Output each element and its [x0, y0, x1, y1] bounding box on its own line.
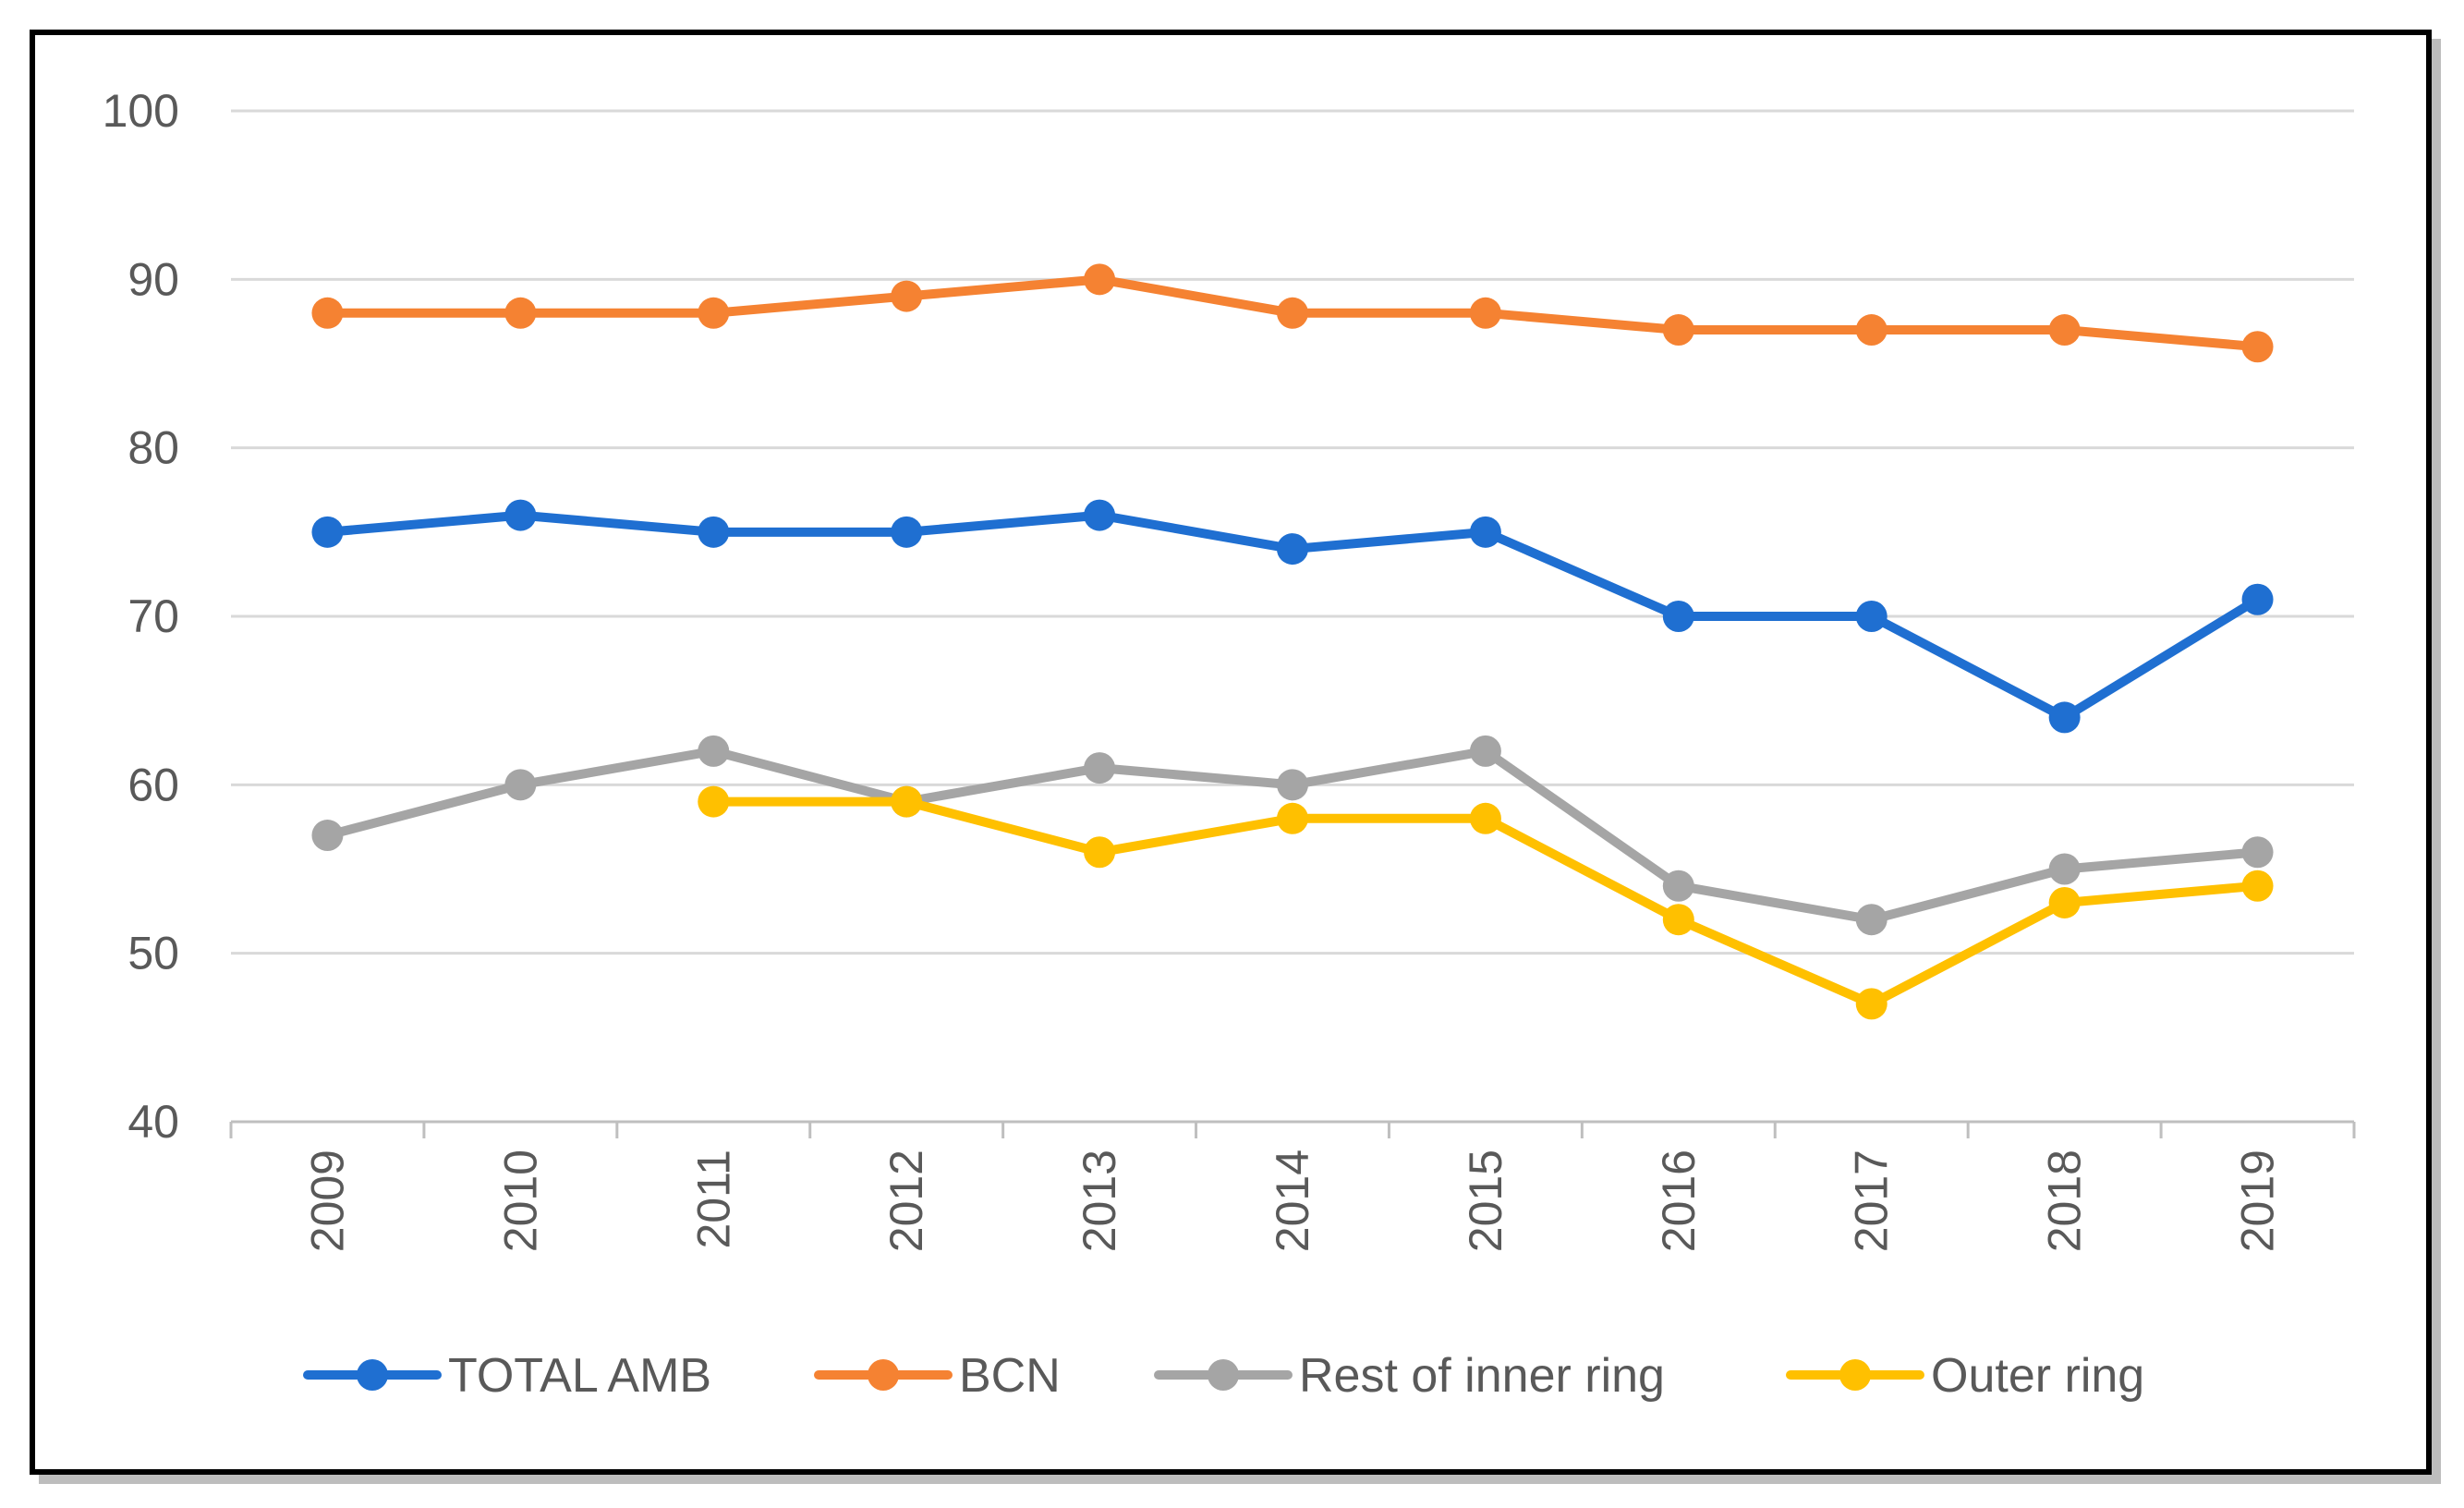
data-point-2019: [2241, 331, 2274, 363]
x-tick-label-2011: 2011: [687, 1149, 739, 1249]
data-point-2017: [1855, 904, 1887, 936]
data-point-2012: [891, 280, 923, 312]
x-axis: [229, 1120, 2356, 1138]
series-lines: [311, 263, 2274, 1020]
data-point-2016: [1662, 601, 1694, 632]
data-point-2014: [1277, 297, 1308, 329]
y-axis-tick-labels: 40 50 60 70 80 90 100: [103, 85, 179, 1148]
y-tick-label-50: 50: [127, 928, 179, 979]
data-point-2019: [2241, 583, 2274, 615]
legend-label: BCN: [959, 1349, 1061, 1403]
x-axis-tick-labels: 2009 2010 2011 2012 2013 2014 2015 2016 2017 2018…: [301, 1149, 2283, 1252]
y-tick-label-40: 40: [127, 1096, 179, 1148]
data-point-2018: [2048, 886, 2081, 918]
data-point-2017: [1855, 601, 1887, 632]
data-point-2010: [504, 297, 537, 329]
data-point-2013: [1084, 836, 1116, 869]
chart-frame: 40 50 60 70 80 90 100 2009 2010 2011 2012 2013 2014…: [30, 30, 2432, 1475]
legend: TOTAL AMB BCN Rest of inner ring Outer ring: [303, 1349, 2144, 1403]
data-point-2015: [1469, 297, 1501, 329]
data-point-2016: [1662, 870, 1694, 902]
series-outer-ring: [698, 785, 2274, 1020]
data-point-2009: [311, 297, 344, 329]
series-bcn: [311, 263, 2274, 363]
x-tick-label-2010: 2010: [494, 1149, 546, 1252]
legend-marker-swatch: [1839, 1359, 1871, 1391]
data-point-2011: [698, 735, 730, 767]
x-tick-label-2015: 2015: [1460, 1149, 1511, 1252]
x-tick-label-2019: 2019: [2232, 1149, 2284, 1252]
legend-marker-swatch: [357, 1359, 388, 1391]
data-point-2011: [698, 785, 730, 818]
data-point-2009: [311, 516, 344, 548]
series-total-amb: [311, 499, 2274, 734]
legend-label: TOTAL AMB: [448, 1349, 711, 1403]
data-point-2013: [1084, 752, 1116, 784]
gridlines: [231, 109, 2354, 955]
legend-item-rest-of-inner-ring: Rest of inner ring: [1154, 1349, 1665, 1403]
data-point-2015: [1469, 735, 1501, 767]
data-point-2010: [504, 769, 537, 801]
data-point-2014: [1277, 533, 1308, 566]
data-point-2017: [1855, 314, 1887, 347]
y-tick-label-80: 80: [127, 422, 179, 474]
y-tick-label-100: 100: [103, 85, 179, 137]
line-chart: 40 50 60 70 80 90 100 2009 2010 2011 2012 2013 2014…: [103, 85, 2356, 1403]
data-point-2019: [2241, 836, 2274, 869]
legend-marker-swatch: [868, 1359, 899, 1391]
legend-label: Rest of inner ring: [1299, 1349, 1665, 1403]
series-rest-of-inner-ring: [311, 735, 2274, 936]
data-point-2014: [1277, 769, 1308, 801]
data-point-2016: [1662, 314, 1694, 347]
data-point-2016: [1662, 904, 1694, 936]
data-point-2014: [1277, 802, 1308, 834]
data-point-2013: [1084, 263, 1116, 296]
x-tick-label-2016: 2016: [1653, 1149, 1705, 1252]
y-tick-label-70: 70: [127, 590, 179, 642]
x-tick-label-2018: 2018: [2039, 1149, 2091, 1252]
data-point-2010: [504, 499, 537, 531]
x-tick-label-2017: 2017: [1846, 1149, 1898, 1252]
data-point-2012: [891, 785, 923, 818]
y-tick-label-60: 60: [127, 759, 179, 810]
legend-item-outer-ring: Outer ring: [1786, 1349, 2144, 1403]
data-point-2015: [1469, 802, 1501, 834]
legend-marker-swatch: [1208, 1359, 1239, 1391]
x-tick-label-2009: 2009: [301, 1149, 353, 1252]
data-point-2009: [311, 820, 344, 852]
data-point-2013: [1084, 499, 1116, 531]
legend-label: Outer ring: [1931, 1349, 2144, 1403]
data-point-2019: [2241, 870, 2274, 902]
data-point-2018: [2048, 853, 2081, 885]
data-point-2018: [2048, 314, 2081, 347]
data-point-2011: [698, 297, 730, 329]
data-point-2018: [2048, 701, 2081, 734]
data-point-2011: [698, 516, 730, 548]
legend-item-bcn: BCN: [814, 1349, 1061, 1403]
y-tick-label-90: 90: [127, 253, 179, 305]
data-point-2015: [1469, 516, 1501, 548]
legend-item-total-amb: TOTAL AMB: [303, 1349, 711, 1403]
data-point-2017: [1855, 988, 1887, 1020]
data-point-2012: [891, 516, 923, 548]
x-tick-label-2013: 2013: [1074, 1149, 1125, 1252]
x-tick-label-2014: 2014: [1267, 1149, 1318, 1252]
x-tick-label-2012: 2012: [880, 1149, 932, 1252]
